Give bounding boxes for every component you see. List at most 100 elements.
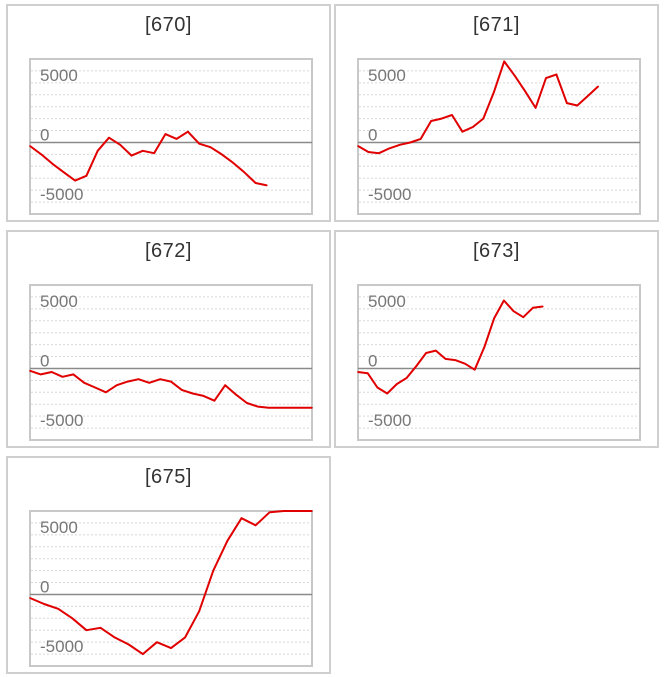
data-point <box>532 306 534 309</box>
data-point <box>29 597 31 599</box>
chart-panel-672: [672] 5000 0 -5000 <box>6 230 331 448</box>
data-point <box>398 144 401 146</box>
data-point <box>142 150 144 152</box>
data-point <box>243 171 246 174</box>
data-point <box>164 133 167 135</box>
data-point <box>454 359 457 361</box>
data-point <box>444 358 447 360</box>
data-point <box>492 91 495 94</box>
y-tick-label: 0 <box>40 577 49 596</box>
data-point <box>566 102 568 104</box>
data-point <box>153 152 155 154</box>
data-point <box>482 117 485 120</box>
data-point <box>29 145 31 147</box>
data-point <box>99 627 102 629</box>
data-point <box>396 383 398 385</box>
y-tick-label: -5000 <box>40 185 83 204</box>
y-tick-label: 0 <box>40 125 49 144</box>
line-chart: 5000 0 -5000 <box>29 284 313 441</box>
data-point <box>267 407 270 409</box>
data-point <box>57 607 59 610</box>
line-chart: 5000 0 -5000 <box>29 510 313 667</box>
y-tick-label: 5000 <box>368 292 406 311</box>
data-point <box>240 517 243 519</box>
data-point <box>184 636 186 639</box>
data-point <box>357 145 359 147</box>
data-point <box>40 373 42 376</box>
data-point <box>148 381 151 384</box>
data-point <box>405 377 408 379</box>
data-point <box>226 540 229 542</box>
line-chart: 5000 0 -5000 <box>29 58 313 215</box>
data-point <box>63 171 65 174</box>
series-line <box>29 130 268 187</box>
data-point <box>597 85 600 88</box>
data-point <box>43 603 45 605</box>
data-point <box>224 384 227 386</box>
data-point <box>142 653 144 655</box>
data-point <box>127 643 130 646</box>
chart-panel-671: [671] 5000 0 -5000 <box>334 4 659 222</box>
data-point <box>220 153 223 156</box>
data-point <box>105 391 107 394</box>
data-point <box>119 144 122 146</box>
line-chart: 5000 0 -5000 <box>357 58 641 215</box>
data-point <box>425 352 427 354</box>
data-point <box>187 130 189 133</box>
data-point <box>586 95 589 97</box>
data-point <box>472 126 474 128</box>
data-point <box>415 365 418 367</box>
data-point <box>96 150 99 152</box>
y-tick-label: 5000 <box>40 66 78 85</box>
chart-panel-670: [670] 5000 0 -5000 <box>6 4 331 222</box>
data-point <box>366 372 369 375</box>
y-tick-label: -5000 <box>40 411 83 430</box>
y-tick-label: 0 <box>40 351 49 370</box>
data-point <box>113 636 116 639</box>
data-point <box>297 510 299 512</box>
data-point <box>170 380 172 383</box>
data-point <box>246 402 248 404</box>
data-point <box>357 371 359 373</box>
chart-title: [670] <box>145 14 192 36</box>
data-point <box>50 371 53 373</box>
plot-area <box>29 284 313 441</box>
data-point <box>388 147 391 150</box>
series-line <box>357 60 599 155</box>
data-point <box>367 151 370 153</box>
data-point <box>430 120 432 122</box>
data-point <box>555 73 558 76</box>
y-tick-label: 0 <box>368 125 377 144</box>
data-point <box>212 569 215 572</box>
data-point <box>191 392 194 395</box>
y-tick-label: 5000 <box>368 66 406 85</box>
data-point <box>254 182 257 184</box>
data-point <box>409 141 412 144</box>
series-line <box>357 299 543 395</box>
chart-title: [672] <box>145 240 192 262</box>
y-tick-label: -5000 <box>40 637 83 656</box>
data-point <box>198 142 200 145</box>
chart-panel-675: [675] 5000 0 -5000 <box>6 456 331 674</box>
data-point <box>159 378 161 380</box>
data-point <box>213 399 216 402</box>
data-point <box>283 510 285 512</box>
data-point <box>534 107 537 109</box>
data-point <box>40 153 43 156</box>
data-point <box>235 393 237 396</box>
data-point <box>268 511 271 513</box>
chart-title: [671] <box>473 14 520 36</box>
y-tick-label: 5000 <box>40 292 78 311</box>
data-point <box>94 386 96 389</box>
data-point <box>232 161 234 164</box>
data-point <box>156 641 158 643</box>
line-chart: 5000 0 -5000 <box>357 284 641 441</box>
data-point <box>311 407 313 409</box>
data-point <box>115 384 118 386</box>
data-point <box>473 368 476 371</box>
y-tick-label: -5000 <box>368 411 411 430</box>
data-point <box>83 381 86 384</box>
plot-area <box>29 510 313 667</box>
data-point <box>483 346 486 348</box>
y-tick-label: 5000 <box>40 518 78 537</box>
